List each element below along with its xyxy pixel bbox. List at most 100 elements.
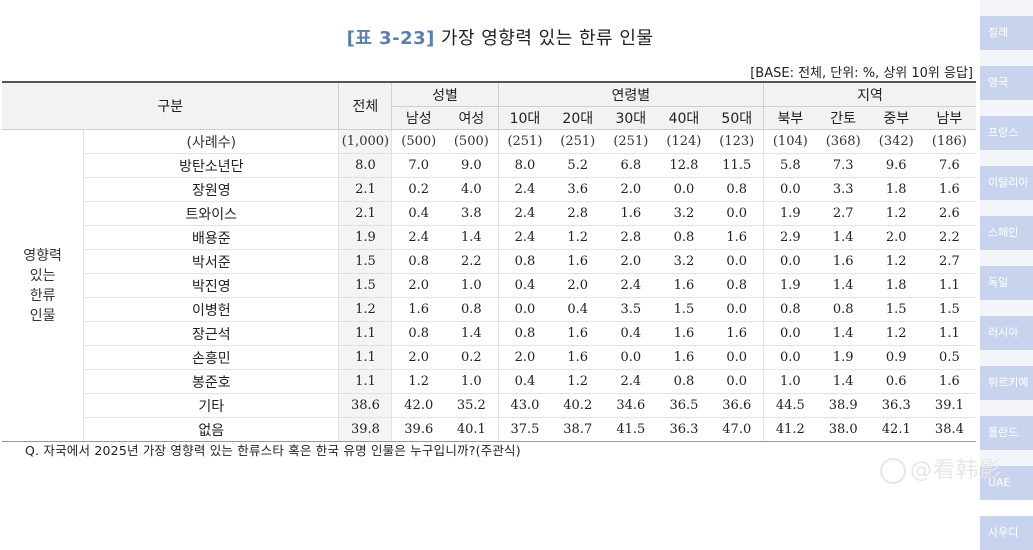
table-cell: (124) [657, 129, 711, 154]
table-cell: 5.8 [763, 153, 817, 178]
table-cell: 0.0 [604, 345, 658, 370]
table-cell: 2.0 [497, 345, 552, 370]
table-cell: (251) [604, 129, 658, 154]
row-label: 손흥민 [83, 345, 339, 370]
table-title-text: 가장 영향력 있는 한류 인물 [440, 28, 654, 49]
table-cell: 1.1 [338, 345, 392, 370]
table-cell: 1.0 [445, 273, 499, 298]
table-cell: 0.8 [391, 249, 446, 274]
table-row: 장근석 1.1 0.8 1.4 0.8 1.6 0.4 1.6 1.6 0.0 1.4 1.2 1.1 [2, 321, 976, 346]
watermark-text: @看韩影 [910, 458, 1003, 483]
watermark: @看韩影 [880, 452, 1002, 484]
table-cell: 39.1 [922, 393, 976, 418]
table-number: [표 3-23] [346, 28, 435, 49]
table-cell: 0.0 [497, 297, 552, 322]
table-cell: 0.8 [657, 369, 711, 394]
table-cell: 2.8 [551, 201, 605, 226]
table-cell: 1.6 [922, 369, 976, 394]
side-nav-item[interactable]: 독일 [980, 266, 1033, 300]
table-cell: 2.0 [551, 273, 605, 298]
table-cell: 0.8 [497, 249, 552, 274]
table-cell: 0.0 [710, 297, 764, 322]
table-cell: (251) [551, 129, 605, 154]
side-nav-item[interactable]: 이탈리아 [980, 166, 1033, 200]
table-cell: 43.0 [497, 393, 552, 418]
table-cell: 38.0 [816, 417, 870, 442]
table-cell: 1.6 [551, 249, 605, 274]
table-cell: 0.0 [710, 345, 764, 370]
table-cell: 2.4 [604, 369, 658, 394]
table-cell: 8.0 [338, 153, 392, 178]
table-cell: 0.0 [763, 177, 817, 202]
table-cell: 47.0 [710, 417, 764, 442]
table-cell: 2.4 [497, 201, 552, 226]
table-cell: 2.2 [922, 225, 976, 250]
table-cell: 7.0 [391, 153, 446, 178]
table-cell: 3.6 [551, 177, 605, 202]
table-cell: 0.8 [763, 297, 817, 322]
table-cell: 1.6 [657, 273, 711, 298]
header-10s: 10대 [497, 106, 552, 130]
header-20s: 20대 [551, 106, 605, 130]
table-cell: 7.6 [922, 153, 976, 178]
group-label: 영향력 있는 한류 인물 [2, 129, 84, 442]
table-cell: 1.6 [710, 225, 764, 250]
base-note: [BASE: 전체, 단위: %, 상위 10위 응답] [750, 66, 973, 81]
table-cell: 1.5 [338, 273, 392, 298]
table-cell: 1.2 [869, 321, 923, 346]
table-cell: 0.0 [763, 345, 817, 370]
table-cell: 2.0 [604, 249, 658, 274]
table-cell: 1.2 [551, 369, 605, 394]
header-south: 남부 [922, 106, 976, 130]
table-cell: 1.4 [816, 369, 870, 394]
table-cell: 1.6 [391, 297, 446, 322]
side-nav-item[interactable]: 튀르키예 [980, 366, 1033, 400]
table-cell: 1.2 [551, 225, 605, 250]
table-cell: 1.6 [710, 321, 764, 346]
table-cell: 1.1 [922, 273, 976, 298]
table-cell: 1.9 [763, 201, 817, 226]
table-cell: (104) [763, 129, 817, 154]
table-cell: 6.8 [604, 153, 658, 178]
table-cell: 2.2 [445, 249, 499, 274]
table-cell: 0.8 [391, 321, 446, 346]
side-nav-item[interactable]: 영국 [980, 66, 1033, 100]
table-cell: 2.8 [604, 225, 658, 250]
side-nav-item[interactable]: 칠레 [980, 16, 1033, 50]
table-cell: 38.9 [816, 393, 870, 418]
side-nav-item[interactable]: 스페인 [980, 216, 1033, 250]
table-cell: 1.5 [338, 249, 392, 274]
table-cell: (500) [445, 129, 499, 154]
table-cell: 1.6 [657, 345, 711, 370]
table-cell: 36.3 [869, 393, 923, 418]
side-nav-item[interactable]: 러시아 [980, 316, 1033, 350]
table-cell: (251) [497, 129, 552, 154]
table-cell: 1.2 [338, 297, 392, 322]
side-nav-item[interactable]: 사우디 [980, 516, 1033, 550]
table-cell: 1.5 [922, 297, 976, 322]
table-cell: 2.4 [604, 273, 658, 298]
side-nav-item[interactable]: 프랑스 [980, 116, 1033, 150]
table-cell: 1.8 [869, 177, 923, 202]
table-cell: (1,000) [338, 129, 392, 154]
header-kanto: 간토 [816, 106, 870, 130]
table-cell: 8.0 [497, 153, 552, 178]
table-cell: 2.0 [604, 177, 658, 202]
table-cell: 1.0 [763, 369, 817, 394]
row-label: 장근석 [83, 321, 339, 346]
table-body: 영향력 있는 한류 인물 (사례수) (1,000) (500) (500) (251) (251… [2, 129, 976, 442]
row-label: 이병헌 [83, 297, 339, 322]
table-cell: 1.6 [816, 249, 870, 274]
table-cell: 38.6 [338, 393, 392, 418]
header-chubu: 중부 [869, 106, 923, 130]
table-cell: 1.6 [922, 177, 976, 202]
table-cell: 41.5 [604, 417, 658, 442]
header-40s: 40대 [657, 106, 711, 130]
table-cell: 1.9 [816, 345, 870, 370]
table-cell: 42.0 [391, 393, 446, 418]
table-row: 박서준 1.5 0.8 2.2 0.8 1.6 2.0 3.2 0.0 0.0 1.6 1.2 2.7 [2, 249, 976, 274]
table-cell: 0.8 [497, 321, 552, 346]
side-nav-item[interactable]: 폴란드 [980, 416, 1033, 450]
table-cell: 1.1 [922, 321, 976, 346]
row-label: 없음 [83, 417, 339, 442]
